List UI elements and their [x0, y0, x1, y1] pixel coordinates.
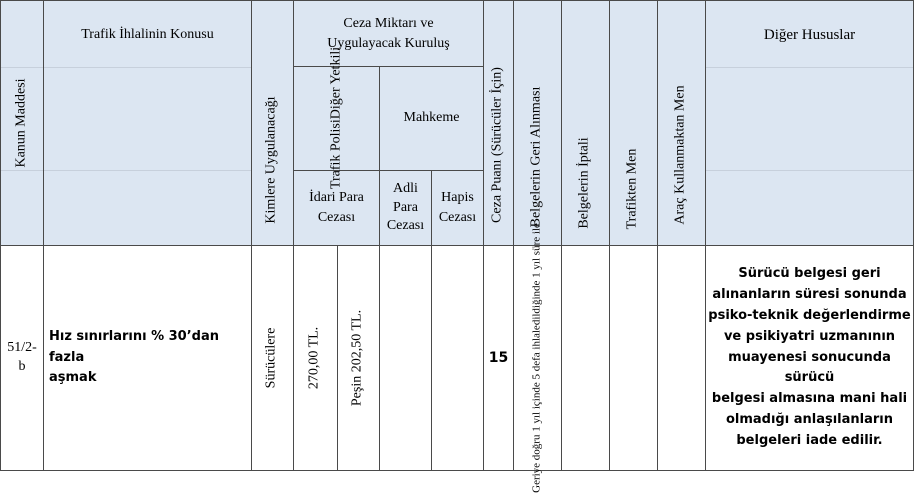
col-divider — [609, 0, 610, 471]
row-kanun-maddesi: 51/2- b — [1, 246, 43, 470]
header-background — [0, 0, 914, 246]
grid-line — [1, 170, 251, 171]
diger-line: psiko-teknik değerlendirme — [708, 308, 911, 323]
ceza-miktari-line2: Uygulayacak Kuruluş — [327, 36, 450, 51]
idari-para-line2: Cezası — [317, 210, 356, 225]
header-belge-iptal: Belgelerin İptali — [576, 137, 592, 229]
header-belge-geri: Belgelerin Geri Alınması — [528, 86, 544, 228]
row-ihlal-konusu: Hız sınırlarını % 30’dan fazla aşmak — [44, 246, 251, 470]
header-kimlere: Kimlere Uygulanacağı — [263, 96, 279, 224]
konu-line2: aşmak — [49, 370, 97, 386]
col-divider — [431, 171, 432, 471]
diger-line: belgeleri iade edilir. — [736, 432, 883, 448]
grid-line — [1, 67, 251, 68]
header-arac-men: Araç Kullanmaktan Men — [672, 85, 688, 225]
adli-line1: Adli — [393, 180, 418, 196]
border-top — [0, 0, 914, 1]
grid-line — [706, 170, 913, 171]
col-divider — [379, 66, 380, 471]
header-idari-para: İdari Para Cezası — [294, 171, 379, 245]
header-trafikten-men: Trafikten Men — [624, 148, 640, 230]
header-trafik-polisi: Trafik Polisi Diğer Yetkili — [327, 47, 345, 189]
col-divider — [251, 0, 252, 471]
col-divider — [561, 0, 562, 471]
ceza-subheader-line — [293, 170, 483, 171]
col-divider — [337, 246, 338, 471]
row-kimlere: Sürücülere — [263, 327, 279, 389]
hapis-line1: Hapis — [441, 190, 474, 206]
header-ceza-puani: Ceza Puanı (Sürücüler İçin) — [489, 67, 505, 223]
diger-line: ve psikiyatri uzmanının — [723, 328, 896, 344]
col-divider — [513, 0, 514, 471]
diger-line: belgesi almasına mani hali — [711, 391, 908, 407]
ceza-miktari-line1: Ceza Miktarı ve — [343, 15, 434, 31]
header-ceza-miktari: Ceza Miktarı ve Uygulayacak Kuruluş — [294, 8, 483, 60]
hapis-line2: Cezası — [438, 210, 477, 225]
border-left — [0, 0, 1, 471]
col-divider — [293, 0, 294, 471]
row-geri-alma: Geriye doğru 1 yıl içinde 5 defa ihlal e… — [528, 223, 545, 493]
header-ihlal-konusu: Trafik İhlalinin Konusu — [81, 27, 214, 42]
col-divider — [43, 0, 44, 471]
madde-line2: b — [18, 359, 26, 374]
header-separator — [0, 245, 914, 246]
header-mahkeme: Mahkeme — [403, 110, 460, 126]
row-ceza-puani: 15 — [488, 349, 509, 366]
diger-line: muayenesi sonucunda sürücü — [728, 349, 891, 386]
adli-line2: Para — [393, 199, 418, 215]
col-divider — [483, 0, 484, 471]
konu-line1: Hız sınırlarını % 30’dan fazla — [49, 328, 219, 365]
diger-line: Sürücü belgesi geri — [738, 266, 881, 282]
adli-line3: Cezası — [386, 218, 425, 234]
diger-line: olmadığı anlaşılanların — [725, 411, 894, 427]
row-idari-pesin: Peşin 202,50 TL. — [349, 309, 365, 407]
ceza-subheader-line — [293, 66, 483, 67]
header-adli-para: Adli Para Cezası — [380, 171, 431, 245]
col-divider — [657, 0, 658, 471]
row-idari-tam: 270,00 TL. — [306, 326, 322, 390]
row-diger: Sürücü belgesi geri alınanların süresi s… — [706, 246, 913, 470]
trafik-polisi-line2: Diğer Yetkili — [328, 46, 344, 120]
madde-line1: 51/2- — [7, 340, 37, 356]
geri-alma-line2: edildiğinde 1 yıl süre ile — [530, 223, 543, 331]
header-hapis: Hapis Cezası — [432, 171, 483, 245]
header-kanun-maddesi: Kanun Maddesi — [13, 78, 29, 168]
col-divider — [705, 0, 706, 471]
idari-para-line1: İdari Para — [309, 189, 364, 205]
header-diger: Diğer Hususlar — [763, 27, 856, 43]
geri-alma-line1: Geriye doğru 1 yıl içinde 5 defa ihlal — [530, 330, 543, 493]
diger-line: alınanların süresi sonunda — [712, 287, 907, 303]
grid-line — [706, 67, 913, 68]
